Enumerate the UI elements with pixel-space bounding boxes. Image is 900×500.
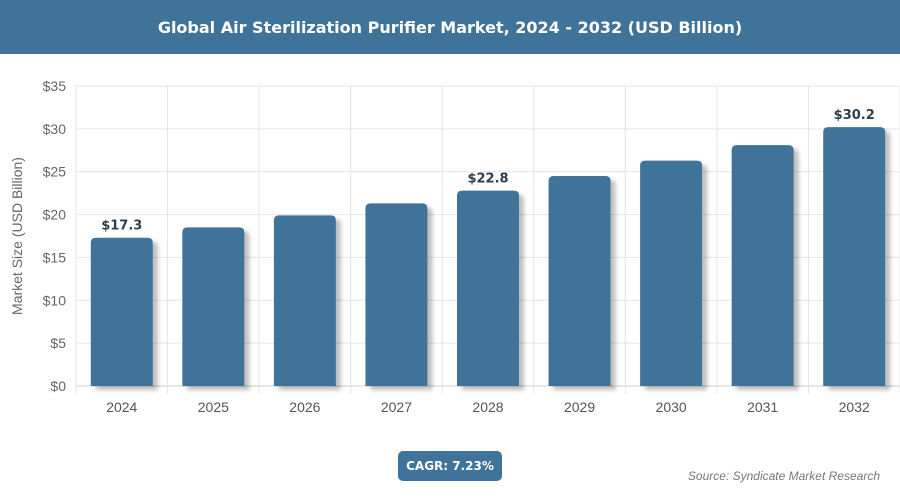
x-tick-label: 2030: [656, 399, 687, 415]
x-tick-label: 2026: [289, 399, 320, 415]
x-tick-label: 2025: [198, 399, 229, 415]
y-tick-label: $20: [43, 207, 67, 223]
y-tick-label: $0: [50, 378, 66, 394]
bar-2024: [90, 237, 153, 386]
data-label: $17.3: [101, 219, 142, 234]
y-tick-label: $5: [50, 335, 66, 351]
chart-title-banner: Global Air Sterilization Purifier Market…: [0, 0, 900, 54]
chart-title: Global Air Sterilization Purifier Market…: [157, 17, 743, 37]
y-tick-label: $10: [43, 292, 67, 308]
source-note: Source: Syndicate Market Research: [687, 469, 880, 483]
x-tick-label: 2031: [747, 399, 778, 415]
x-tick-label: 2029: [564, 399, 595, 415]
x-tick-label: 2024: [106, 399, 137, 415]
bar-2025: [182, 227, 245, 386]
y-tick-label: $35: [43, 78, 67, 94]
y-tick-label: $30: [43, 121, 67, 137]
cagr-badge: CAGR: 7.23%: [398, 451, 502, 481]
data-label: $22.8: [467, 172, 508, 187]
y-tick-label: $25: [43, 164, 67, 180]
y-tick-label: $15: [43, 249, 67, 265]
cagr-text: CAGR: 7.23%: [406, 459, 494, 473]
bar-2031: [731, 145, 794, 386]
data-label: $30.2: [834, 108, 875, 123]
bar-2027: [365, 203, 428, 386]
x-tick-label: 2027: [381, 399, 412, 415]
bar-2026: [273, 215, 336, 386]
bar-2030: [640, 160, 703, 386]
x-tick-label: 2032: [839, 399, 870, 415]
bar-2029: [548, 176, 611, 386]
bar-2032: [823, 127, 886, 387]
bar-2028: [457, 190, 519, 386]
y-axis-label: Market Size (USD Billion): [9, 157, 25, 315]
x-tick-label: 2028: [472, 399, 503, 415]
